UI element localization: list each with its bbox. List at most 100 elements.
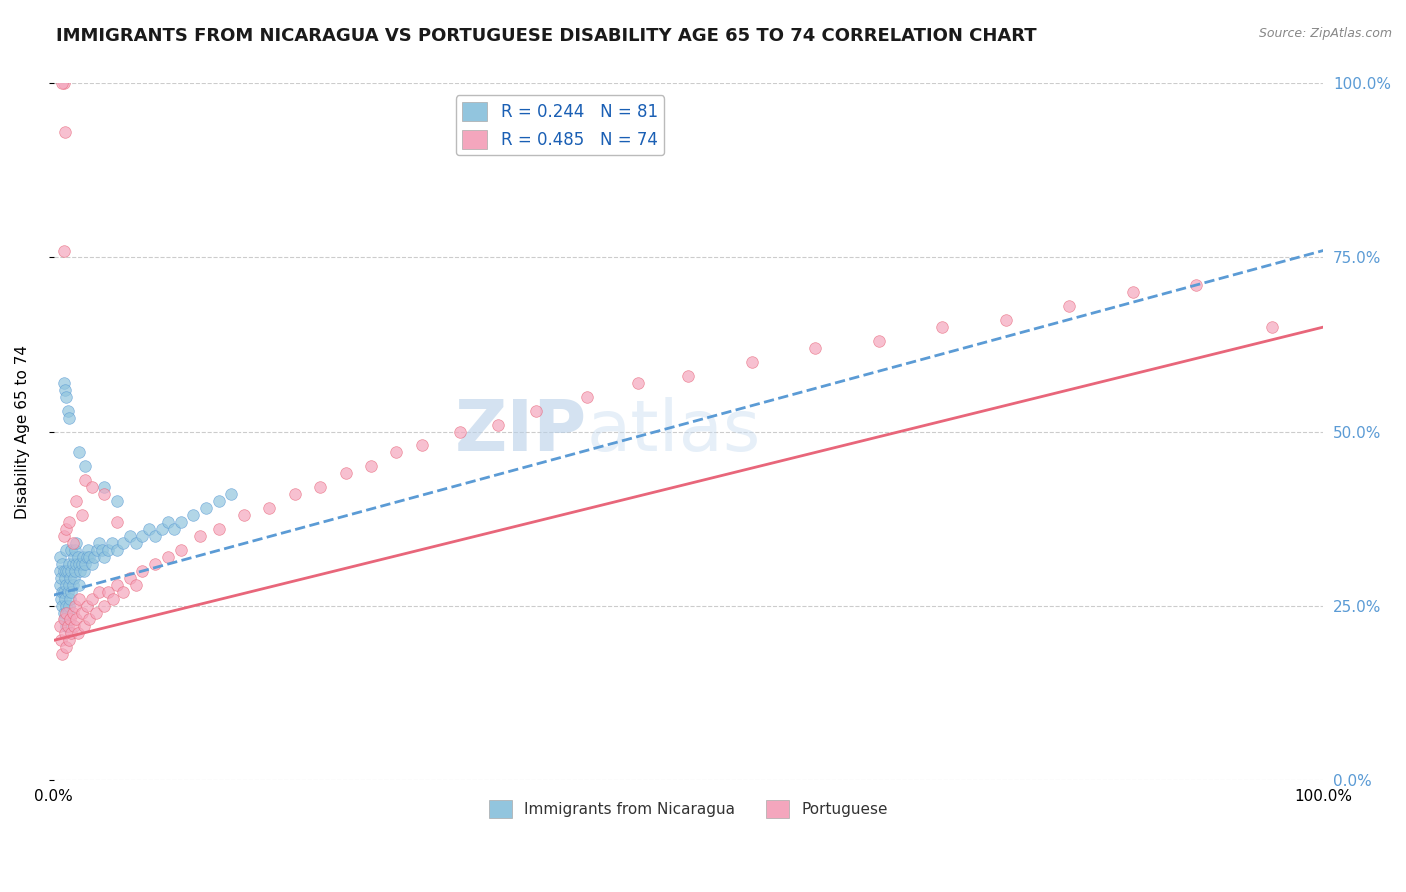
Point (804, 341, 827, 355)
Point (385, 445, 408, 459)
Point (75, 557, 97, 571)
Point (49, 577, 72, 591)
Point (73, 564, 96, 578)
Point (51, 633, 73, 648)
Point (118, 571, 141, 585)
Point (208, 522, 231, 536)
Point (63, 564, 86, 578)
Point (112, 536, 135, 550)
Point (125, 577, 148, 591)
Point (70, 557, 93, 571)
Point (112, 584, 135, 599)
Point (80, 557, 103, 571)
Point (70, 508, 93, 522)
Point (335, 467, 357, 481)
Point (67, 445, 90, 459)
Point (52, 564, 75, 578)
Point (51, 557, 73, 571)
Point (208, 494, 231, 508)
Point (76, 599, 98, 613)
Point (1059, 299, 1081, 313)
Point (105, 515, 128, 529)
Point (66, 549, 89, 564)
Point (156, 549, 179, 564)
Point (62, 577, 84, 591)
Point (58, 410, 80, 425)
Legend: Immigrants from Nicaragua, Portuguese: Immigrants from Nicaragua, Portuguese (484, 794, 894, 824)
Point (163, 522, 186, 536)
Point (58, 515, 80, 529)
Point (65, 536, 87, 550)
Point (53, 591, 76, 606)
Point (52, 244, 75, 258)
Point (52, 77, 75, 91)
Point (56, 564, 79, 578)
Point (49, 619, 72, 633)
Point (131, 529, 153, 543)
Point (125, 536, 148, 550)
Point (75, 473, 97, 487)
Point (77, 549, 100, 564)
Point (1261, 320, 1284, 334)
Point (449, 425, 471, 439)
Text: atlas: atlas (586, 397, 761, 466)
Point (89, 584, 111, 599)
Point (53, 571, 76, 585)
Point (62, 557, 84, 571)
Point (72, 549, 94, 564)
Point (56, 403, 79, 417)
Point (52, 529, 75, 543)
Text: Source: ZipAtlas.com: Source: ZipAtlas.com (1258, 27, 1392, 40)
Point (194, 501, 217, 516)
Point (62, 536, 84, 550)
Point (52, 584, 75, 599)
Point (80, 591, 103, 606)
Point (51, 648, 73, 662)
Point (105, 577, 128, 591)
Text: ZIP: ZIP (454, 397, 586, 466)
Point (97, 542, 120, 557)
Point (63, 619, 86, 633)
Point (58, 577, 80, 591)
Point (868, 334, 890, 348)
Point (233, 508, 256, 522)
Point (259, 501, 281, 516)
Point (1185, 278, 1208, 293)
Point (55, 599, 77, 613)
Point (55, 577, 77, 591)
Point (360, 459, 382, 474)
Point (51, 584, 73, 599)
Point (575, 390, 598, 404)
Point (150, 522, 173, 536)
Point (55, 619, 77, 633)
Point (931, 320, 953, 334)
Point (77, 542, 100, 557)
Point (83, 549, 105, 564)
Point (51, 571, 73, 585)
Point (53, 626, 76, 640)
Point (55, 606, 77, 620)
Point (101, 536, 124, 550)
Point (67, 591, 90, 606)
Point (169, 542, 191, 557)
Point (75, 459, 97, 474)
Point (51, 599, 73, 613)
Point (53, 383, 76, 397)
Point (524, 403, 547, 417)
Point (143, 557, 166, 571)
Point (63, 571, 86, 585)
Point (76, 549, 98, 564)
Point (67, 577, 90, 591)
Point (58, 633, 80, 648)
Point (65, 612, 87, 626)
Point (309, 480, 332, 494)
Point (181, 508, 204, 522)
Point (221, 487, 243, 501)
Point (678, 368, 700, 383)
Point (56, 584, 79, 599)
Point (59, 591, 82, 606)
Point (49, 564, 72, 578)
Point (97, 584, 120, 599)
Point (52, 376, 75, 390)
Point (103, 591, 125, 606)
